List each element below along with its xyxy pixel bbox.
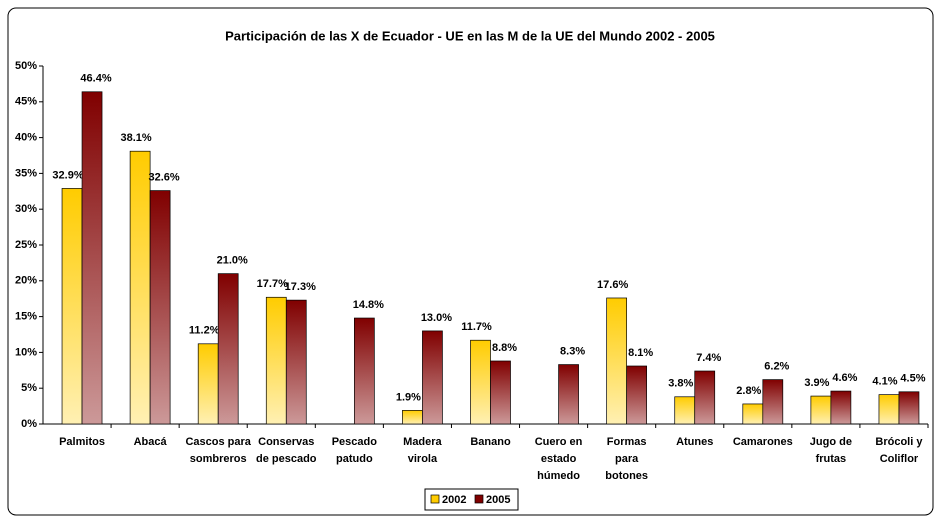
data-label: 3.8%: [668, 378, 693, 390]
bar: [810, 395, 832, 425]
y-tick-label: 30%: [15, 203, 37, 215]
x-tick-label: Pescado patudo: [331, 436, 377, 465]
x-tick-label: Formas para botones: [605, 436, 649, 482]
x-tick-label: Banano: [470, 436, 511, 448]
y-tick-label: 25%: [15, 239, 37, 251]
legend-label: 2005: [486, 494, 510, 506]
data-label: 32.9%: [52, 169, 83, 181]
bar: [742, 403, 764, 425]
bar: [830, 390, 852, 425]
data-label: 17.7%: [257, 278, 288, 290]
x-tick-label: Palmitos: [59, 436, 105, 448]
bar: [61, 188, 83, 425]
data-label: 38.1%: [121, 132, 152, 144]
bar: [217, 273, 239, 425]
bar: [197, 343, 219, 425]
x-tick-label: Brócoli y Coliflor: [875, 436, 923, 465]
bar: [402, 410, 423, 425]
chart-title: Participación de las X de Ecuador - UE e…: [225, 28, 715, 43]
bar: [490, 360, 511, 425]
y-tick-label: 0%: [21, 418, 37, 430]
bar: [878, 394, 900, 425]
x-tick-label: Madera virola: [403, 436, 442, 465]
legend-swatch: [474, 494, 484, 504]
x-tick-label: Camarones: [732, 436, 793, 448]
bar: [626, 365, 648, 425]
data-label: 2.8%: [736, 385, 761, 397]
data-label: 6.2%: [764, 361, 789, 373]
data-label: 8.3%: [560, 345, 585, 357]
bar: [81, 91, 103, 425]
bar: [674, 396, 696, 425]
bar: [606, 297, 628, 425]
data-label: 14.8%: [353, 299, 384, 311]
data-label: 13.0%: [421, 312, 452, 324]
x-tick-label: Conservas de pescado: [256, 436, 317, 465]
y-tick-label: 45%: [15, 96, 37, 108]
data-label: 4.5%: [900, 373, 925, 385]
data-label: 7.4%: [696, 352, 721, 364]
y-tick-label: 5%: [21, 382, 37, 394]
data-label: 8.8%: [492, 342, 517, 354]
legend-label: 2002: [442, 494, 466, 506]
y-tick-label: 40%: [15, 132, 37, 144]
bar: [762, 379, 784, 425]
data-label: 4.6%: [832, 372, 857, 384]
data-label: 17.6%: [597, 279, 628, 291]
data-label: 46.4%: [80, 73, 111, 85]
legend-frame: [424, 488, 519, 511]
data-label: 11.7%: [461, 321, 492, 333]
y-tick-label: 15%: [15, 311, 37, 323]
bar: [422, 330, 443, 425]
data-label: 3.9%: [804, 377, 829, 389]
x-tick-label: Atunes: [676, 436, 714, 448]
bar: [285, 299, 307, 425]
y-tick-label: 10%: [15, 346, 37, 358]
data-label: 11.2%: [189, 325, 220, 337]
bar: [558, 364, 579, 425]
bar: [898, 391, 920, 425]
data-label: 21.0%: [217, 255, 248, 267]
y-tick-label: 20%: [15, 275, 37, 287]
bar: [265, 296, 287, 425]
y-tick-label: 50%: [15, 60, 37, 72]
data-label: 1.9%: [396, 391, 421, 403]
x-tick-label: Jugo de frutas: [809, 436, 852, 465]
x-tick-label: Cascos para sombreros: [185, 436, 251, 465]
data-label: 32.6%: [149, 171, 180, 183]
bar: [149, 190, 171, 425]
bar: [353, 317, 375, 425]
legend-swatch: [430, 494, 440, 504]
x-tick-label: Abacá: [133, 436, 167, 448]
data-label: 4.1%: [872, 376, 897, 388]
bar: [129, 150, 151, 425]
x-tick-label: Cuero en estado húmedo: [534, 436, 583, 482]
bar: [470, 339, 491, 425]
data-label: 8.1%: [628, 347, 653, 359]
bar: [694, 370, 716, 425]
data-label: 17.3%: [285, 281, 316, 293]
y-tick-label: 35%: [15, 167, 37, 179]
